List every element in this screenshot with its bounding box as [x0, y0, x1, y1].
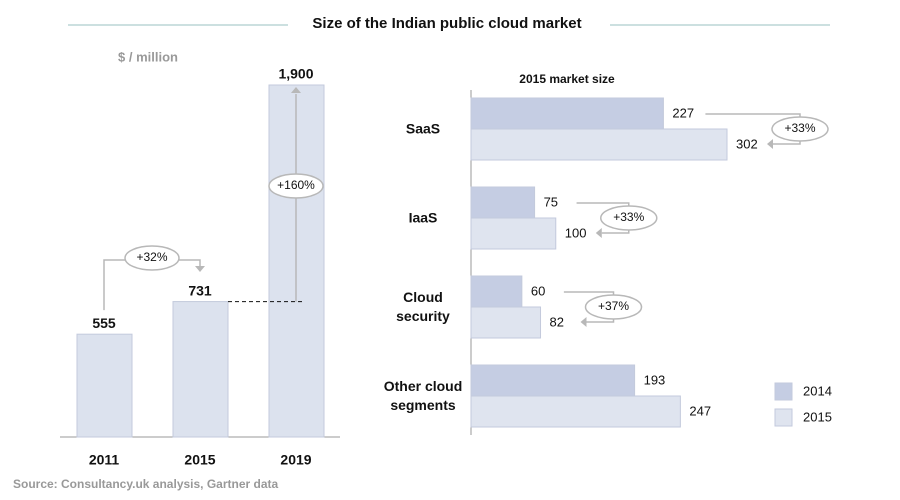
- value-label: 247: [689, 403, 711, 418]
- value-label: 555: [92, 315, 116, 331]
- value-label: 1,900: [278, 66, 313, 82]
- annotation: +33%: [784, 121, 815, 135]
- bar: [470, 128, 728, 161]
- legend-swatch: [774, 408, 793, 427]
- legend-label: 2015: [803, 409, 832, 424]
- annotation: +160%: [277, 178, 315, 192]
- arrow-head: [580, 317, 587, 327]
- bar: [470, 364, 636, 397]
- x-tick-label: 2011: [89, 452, 120, 468]
- bar: [470, 395, 681, 428]
- y-tick-label: IaaS: [408, 209, 438, 226]
- chart-title: Size of the Indian public cloud market: [312, 15, 581, 32]
- y-tick-label: Cloud security: [396, 289, 450, 324]
- x-tick-label: 2019: [280, 452, 311, 468]
- x-tick-label: 2015: [184, 452, 215, 468]
- legend-label: 2014: [803, 383, 832, 398]
- value-label: 100: [565, 225, 587, 240]
- bar: [172, 301, 229, 438]
- arrow-head: [291, 87, 301, 93]
- y-tick-label: Other cloud segments: [383, 378, 463, 413]
- bar: [470, 217, 557, 250]
- annotation-ellipse: [771, 116, 829, 142]
- bar: [470, 97, 664, 130]
- value-label: 75: [544, 194, 558, 209]
- value-label: 227: [672, 105, 694, 120]
- arrow-head: [767, 139, 773, 149]
- value-label: 60: [531, 283, 545, 298]
- y-tick-label: SaaS: [405, 120, 441, 137]
- bar: [470, 306, 542, 339]
- value-label: 82: [550, 314, 564, 329]
- annotation-ellipse: [584, 294, 643, 320]
- annotation-ellipse: [600, 205, 658, 231]
- value-label: 731: [188, 282, 212, 298]
- bar: [76, 333, 133, 438]
- subchart-title: 2015 market size: [519, 72, 615, 86]
- annotation-ellipse: [268, 173, 324, 199]
- value-label: 302: [736, 136, 758, 151]
- annotation: +33%: [613, 210, 644, 224]
- annotation: +37%: [598, 299, 629, 313]
- bar: [470, 186, 536, 219]
- arrow-head: [195, 266, 205, 272]
- value-label: 193: [644, 372, 666, 387]
- bar: [470, 275, 523, 308]
- annotation-ellipse: [124, 245, 180, 271]
- source: Source: Consultancy.uk analysis, Gartner…: [13, 477, 279, 491]
- legend-swatch: [774, 382, 793, 401]
- arrow-head: [595, 228, 602, 238]
- axis-label: $ / million: [118, 49, 178, 64]
- annotation: +32%: [136, 250, 167, 264]
